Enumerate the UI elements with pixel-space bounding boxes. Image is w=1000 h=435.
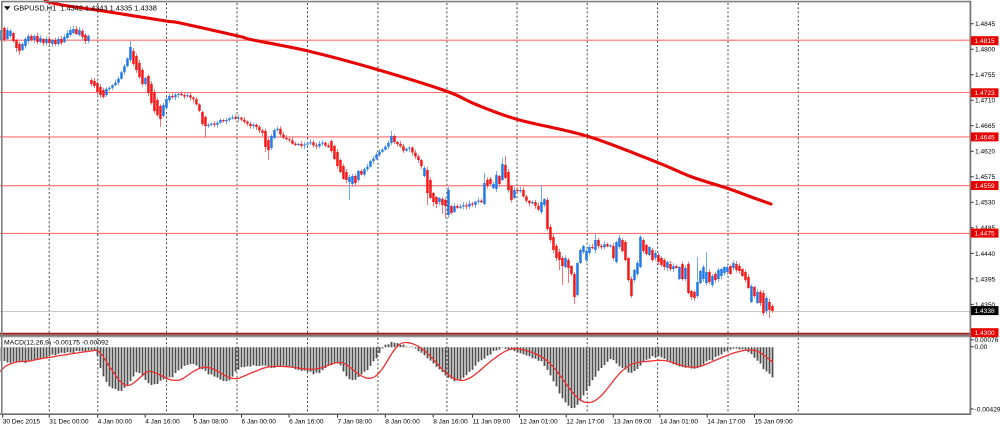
svg-text:1.4755: 1.4755 xyxy=(975,72,996,79)
svg-text:4 Jan 16:00: 4 Jan 16:00 xyxy=(145,419,180,426)
svg-text:6 Jan 00:00: 6 Jan 00:00 xyxy=(242,419,277,426)
svg-text:1.4338: 1.4338 xyxy=(975,308,996,315)
svg-text:15 Jan 09:00: 15 Jan 09:00 xyxy=(755,419,793,426)
svg-text:14 Jan 01:00: 14 Jan 01:00 xyxy=(660,419,698,426)
svg-text:1.4475: 1.4475 xyxy=(975,231,996,238)
svg-text:8 Jan 00:00: 8 Jan 00:00 xyxy=(385,419,420,426)
svg-text:14 Jan 17:00: 14 Jan 17:00 xyxy=(707,419,745,426)
svg-text:1.4710: 1.4710 xyxy=(975,98,996,105)
svg-text:12 Jan 17:00: 12 Jan 17:00 xyxy=(566,419,604,426)
svg-text:6 Jan 16:00: 6 Jan 16:00 xyxy=(289,419,324,426)
svg-text:1.4620: 1.4620 xyxy=(975,149,996,156)
svg-text:31 Dec 00:00: 31 Dec 00:00 xyxy=(49,419,89,426)
svg-text:8 Jan 16:00: 8 Jan 16:00 xyxy=(433,419,468,426)
svg-text:1.4665: 1.4665 xyxy=(975,123,996,130)
svg-text:11 Jan 09:00: 11 Jan 09:00 xyxy=(473,419,511,426)
svg-text:1.4395: 1.4395 xyxy=(975,276,996,283)
svg-text:12 Jan 01:00: 12 Jan 01:00 xyxy=(520,419,558,426)
svg-text:1.4815: 1.4815 xyxy=(975,38,996,45)
svg-text:MACD(12,26,9) -0.00175 -0.0009: MACD(12,26,9) -0.00175 -0.00092 xyxy=(4,340,109,347)
svg-text:1.4575: 1.4575 xyxy=(975,174,996,181)
svg-text:1.4300: 1.4300 xyxy=(975,330,996,337)
svg-text:30 Dec 2015: 30 Dec 2015 xyxy=(3,419,41,426)
svg-text:GBPUSD,H1 1.4342 1.4343 1.433: GBPUSD,H1 1.4342 1.4343 1.4335 1.4338 xyxy=(14,4,157,13)
svg-text:1.4645: 1.4645 xyxy=(975,134,996,141)
svg-text:0.00: 0.00 xyxy=(975,344,988,351)
svg-text:1.4530: 1.4530 xyxy=(975,200,996,207)
svg-text:1.4723: 1.4723 xyxy=(975,90,996,97)
svg-text:1.4845: 1.4845 xyxy=(975,21,996,28)
svg-text:1.4440: 1.4440 xyxy=(975,251,996,258)
svg-text:1.4800: 1.4800 xyxy=(975,47,996,54)
svg-text:7 Jan 08:00: 7 Jan 08:00 xyxy=(338,419,373,426)
svg-text:13 Jan 09:00: 13 Jan 09:00 xyxy=(613,419,651,426)
svg-text:5 Jan 08:00: 5 Jan 08:00 xyxy=(194,419,229,426)
svg-text:4 Jan 00:00: 4 Jan 00:00 xyxy=(98,419,133,426)
svg-text:1.4559: 1.4559 xyxy=(975,183,996,190)
svg-text:-0.00429: -0.00429 xyxy=(975,406,1000,413)
